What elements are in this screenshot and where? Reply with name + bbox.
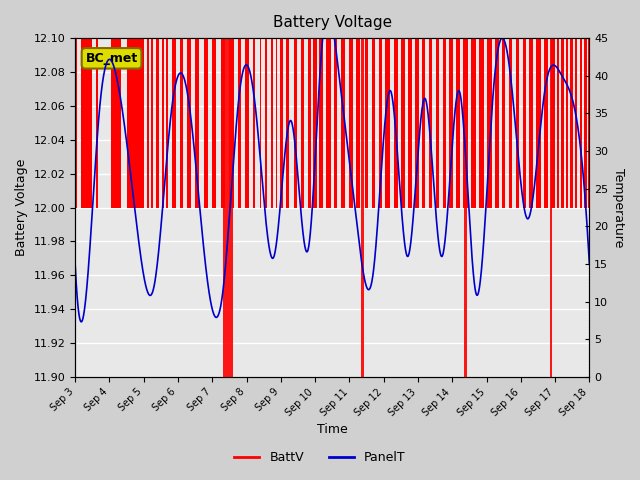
Bar	[245, 38, 250, 207]
Bar	[334, 38, 337, 207]
Bar	[260, 38, 261, 207]
Bar	[166, 38, 168, 207]
Bar	[456, 38, 460, 207]
Bar	[544, 38, 548, 207]
Bar	[301, 38, 304, 207]
Bar	[127, 38, 144, 207]
Legend: BattV, PanelT: BattV, PanelT	[229, 446, 411, 469]
Bar	[550, 38, 552, 377]
Bar	[229, 38, 234, 207]
Bar	[378, 38, 382, 207]
Bar	[463, 38, 468, 207]
Bar	[575, 38, 577, 207]
Bar	[561, 38, 564, 207]
Bar	[276, 38, 277, 207]
Bar	[464, 38, 467, 377]
Bar	[394, 38, 398, 207]
X-axis label: Time: Time	[317, 423, 348, 436]
Bar	[150, 38, 153, 207]
Bar	[495, 38, 499, 207]
Bar	[308, 38, 311, 207]
Bar	[81, 38, 92, 207]
Bar	[429, 38, 433, 207]
Bar	[529, 38, 532, 207]
Bar	[111, 38, 122, 207]
Title: Battery Voltage: Battery Voltage	[273, 15, 392, 30]
Bar	[156, 38, 159, 207]
Bar	[221, 38, 225, 207]
Bar	[349, 38, 353, 207]
Bar	[536, 38, 541, 207]
Bar	[584, 38, 587, 207]
Bar	[415, 38, 419, 207]
Bar	[286, 38, 289, 207]
Bar	[187, 38, 191, 207]
Bar	[385, 38, 390, 207]
Bar	[319, 38, 323, 207]
Bar	[314, 38, 317, 207]
Bar	[266, 38, 267, 207]
Bar	[502, 38, 506, 207]
Bar	[408, 38, 412, 207]
Bar	[588, 38, 589, 207]
Bar	[570, 38, 573, 207]
Bar	[566, 38, 568, 207]
Bar	[180, 38, 183, 207]
Bar	[238, 38, 241, 207]
Bar	[212, 38, 216, 207]
Bar	[75, 38, 77, 207]
Bar	[372, 38, 375, 207]
Y-axis label: Battery Voltage: Battery Voltage	[15, 159, 28, 256]
Bar	[204, 38, 208, 207]
Bar	[147, 38, 149, 207]
Bar	[253, 38, 255, 207]
Bar	[487, 38, 492, 207]
Bar	[522, 38, 526, 207]
Bar	[516, 38, 519, 207]
Bar	[161, 38, 164, 207]
Bar	[443, 38, 446, 207]
Bar	[362, 38, 364, 377]
Bar	[294, 38, 298, 207]
Text: BC_met: BC_met	[85, 52, 138, 65]
Bar	[223, 38, 233, 377]
Bar	[271, 38, 273, 207]
Bar	[449, 38, 453, 207]
Bar	[580, 38, 582, 207]
Bar	[172, 38, 176, 207]
Bar	[479, 38, 484, 207]
Bar	[557, 38, 559, 207]
Bar	[365, 38, 368, 207]
Bar	[326, 38, 330, 207]
Bar	[551, 38, 555, 207]
Bar	[195, 38, 199, 207]
Bar	[436, 38, 439, 207]
Bar	[422, 38, 426, 207]
Y-axis label: Temperature: Temperature	[612, 168, 625, 247]
Bar	[341, 38, 345, 207]
Bar	[97, 38, 99, 207]
Bar	[509, 38, 512, 207]
Bar	[356, 38, 360, 207]
Bar	[471, 38, 476, 207]
Bar	[401, 38, 405, 207]
Bar	[280, 38, 282, 207]
